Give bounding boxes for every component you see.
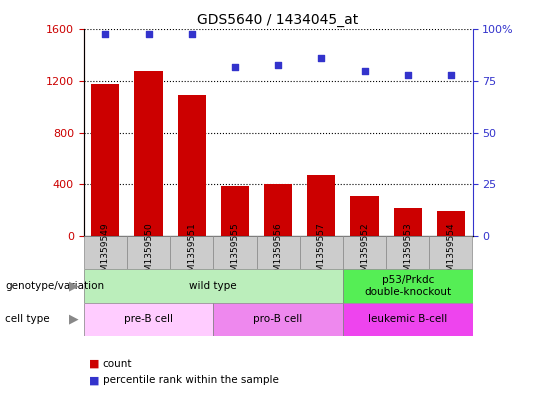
Text: ▶: ▶ xyxy=(69,279,78,292)
Text: count: count xyxy=(103,358,132,369)
Point xyxy=(317,55,326,61)
Bar xyxy=(134,71,163,236)
Bar xyxy=(343,236,386,269)
Bar xyxy=(429,236,472,269)
Text: ▶: ▶ xyxy=(69,313,78,326)
Point xyxy=(231,63,239,70)
Bar xyxy=(256,236,300,269)
Bar xyxy=(213,236,256,269)
Bar xyxy=(213,303,343,336)
Text: GSM1359557: GSM1359557 xyxy=(317,222,326,283)
Bar xyxy=(394,208,422,236)
Bar xyxy=(307,174,335,236)
Bar xyxy=(386,236,429,269)
Bar xyxy=(127,236,170,269)
Point xyxy=(447,72,455,78)
Bar xyxy=(84,236,127,269)
Bar xyxy=(170,236,213,269)
Text: genotype/variation: genotype/variation xyxy=(5,281,105,291)
Point xyxy=(144,30,153,37)
Text: wild type: wild type xyxy=(190,281,237,291)
Bar xyxy=(300,236,343,269)
Title: GDS5640 / 1434045_at: GDS5640 / 1434045_at xyxy=(198,13,359,27)
Bar xyxy=(91,84,119,236)
Bar xyxy=(264,184,292,236)
Point xyxy=(101,30,110,37)
Text: ■: ■ xyxy=(89,375,99,386)
Point xyxy=(403,72,412,78)
Bar xyxy=(343,303,472,336)
Text: GSM1359555: GSM1359555 xyxy=(231,222,239,283)
Text: cell type: cell type xyxy=(5,314,50,324)
Text: p53/Prkdc
double-knockout: p53/Prkdc double-knockout xyxy=(364,275,451,297)
Bar xyxy=(84,303,213,336)
Point xyxy=(274,61,282,68)
Text: pro-B cell: pro-B cell xyxy=(253,314,303,324)
Bar xyxy=(84,269,343,303)
Text: GSM1359551: GSM1359551 xyxy=(187,222,196,283)
Point xyxy=(360,68,369,74)
Bar xyxy=(437,211,465,236)
Text: ■: ■ xyxy=(89,358,99,369)
Bar xyxy=(343,269,472,303)
Bar xyxy=(178,95,206,236)
Text: GSM1359549: GSM1359549 xyxy=(101,222,110,283)
Bar xyxy=(221,185,249,236)
Text: pre-B cell: pre-B cell xyxy=(124,314,173,324)
Text: leukemic B-cell: leukemic B-cell xyxy=(368,314,447,324)
Text: percentile rank within the sample: percentile rank within the sample xyxy=(103,375,279,386)
Bar xyxy=(350,196,379,236)
Text: GSM1359552: GSM1359552 xyxy=(360,222,369,283)
Point xyxy=(187,30,196,37)
Text: GSM1359550: GSM1359550 xyxy=(144,222,153,283)
Text: GSM1359554: GSM1359554 xyxy=(447,222,455,283)
Text: GSM1359556: GSM1359556 xyxy=(274,222,282,283)
Text: GSM1359553: GSM1359553 xyxy=(403,222,412,283)
